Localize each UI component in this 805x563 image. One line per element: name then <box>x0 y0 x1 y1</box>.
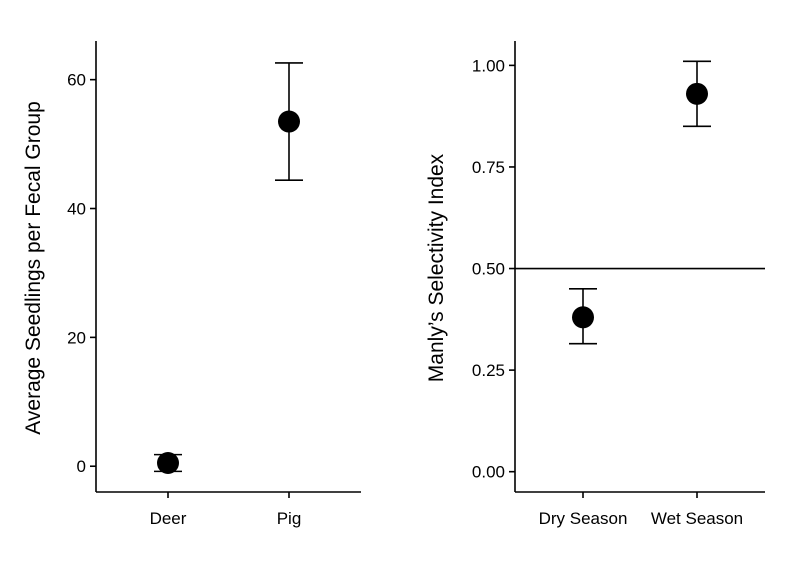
y-tick-label: 1.00 <box>472 56 505 75</box>
left-panel-seedlings: 0 20 40 60 Deer Pig Average Seedlings per Feca… <box>22 41 361 528</box>
x-tick-label: Pig <box>277 509 302 528</box>
y-tick-label: 0.25 <box>472 361 505 380</box>
y-tick-label: 60 <box>67 71 86 90</box>
y-tick-label: 0.00 <box>472 463 505 482</box>
data-point <box>278 110 300 133</box>
data-point <box>157 452 179 475</box>
x-tick-label: Wet Season <box>651 509 743 528</box>
y-axis-title: Manly’s Selectivity Index <box>425 153 448 382</box>
x-tick-label: Deer <box>150 509 187 528</box>
data-point <box>686 82 708 105</box>
data-point <box>572 306 594 329</box>
y-tick-label: 0.50 <box>472 260 505 279</box>
right-panel-selectivity: 0.00 0.25 0.50 0.75 1.00 Dry Season Wet Season… <box>425 41 765 528</box>
y-tick-label: 0 <box>77 457 86 476</box>
y-tick-label: 40 <box>67 200 86 219</box>
y-tick-label: 20 <box>67 328 86 347</box>
y-axis-title: Average Seedlings per Fecal Group <box>22 101 45 434</box>
y-tick-label: 0.75 <box>472 158 505 177</box>
x-tick-label: Dry Season <box>539 509 628 528</box>
